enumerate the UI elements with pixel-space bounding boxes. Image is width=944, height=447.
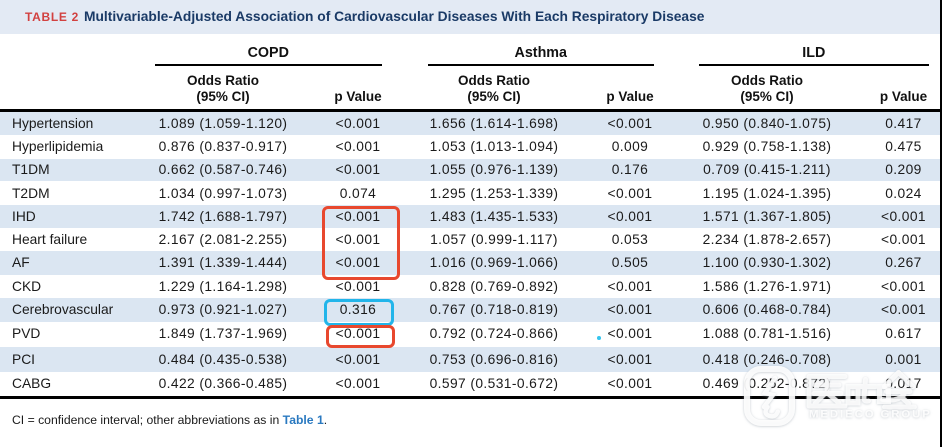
svg-text:MEDIECO GROUP: MEDIECO GROUP bbox=[809, 409, 932, 421]
